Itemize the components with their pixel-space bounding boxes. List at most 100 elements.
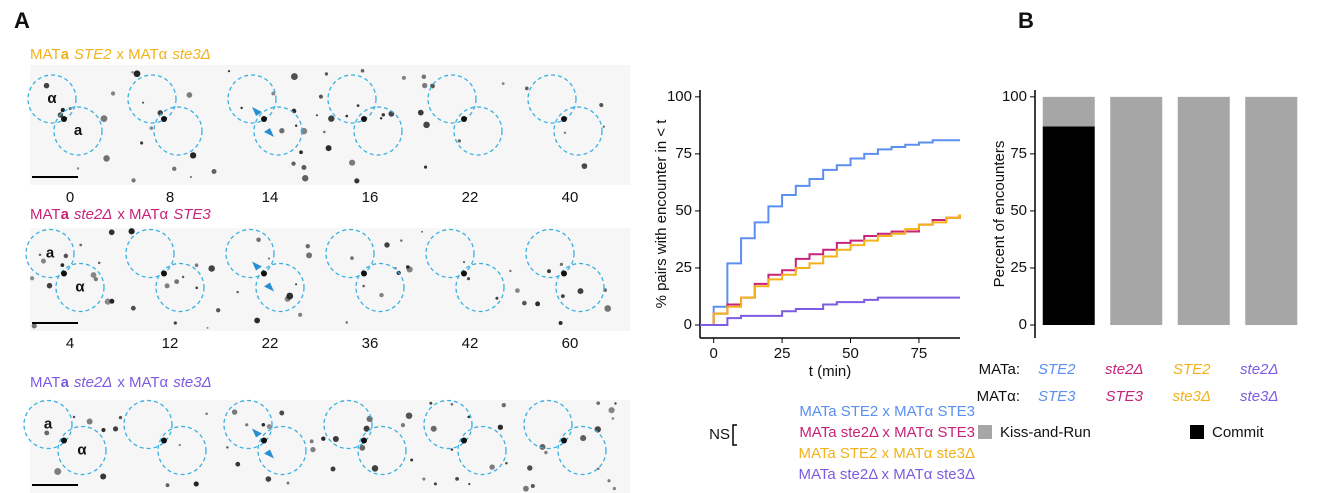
speck (306, 252, 313, 259)
cell-signal (161, 270, 167, 277)
speck (128, 228, 135, 235)
speck (279, 410, 285, 416)
cell-outline (123, 399, 173, 450)
speck (599, 102, 604, 108)
cell-outline (253, 106, 303, 156)
cell-label: α (47, 90, 57, 107)
speck (400, 239, 403, 242)
speck (38, 253, 42, 257)
speck (63, 253, 69, 259)
speck (90, 272, 97, 278)
speck (450, 448, 454, 451)
cell-label: a (46, 244, 55, 261)
speck (596, 401, 600, 405)
speck (295, 283, 298, 286)
speck (294, 124, 298, 127)
speck (379, 117, 383, 120)
y-tick-label: 25 (675, 259, 692, 276)
speck (172, 166, 177, 171)
cell-signal (461, 270, 467, 277)
speck (608, 407, 615, 414)
cell-signal (461, 116, 467, 122)
time-label: 36 (362, 335, 379, 352)
speck (581, 163, 588, 169)
speck (60, 263, 65, 267)
speck (544, 450, 548, 455)
speck (430, 425, 437, 432)
cell-label: α (75, 278, 85, 295)
speck (349, 159, 356, 166)
cell-outline (55, 262, 105, 313)
speck (131, 71, 134, 74)
cell-outline (153, 106, 203, 156)
cell-outline (325, 228, 375, 279)
speck (291, 161, 296, 166)
speck (328, 115, 335, 122)
speck (577, 288, 584, 295)
speck (211, 168, 217, 174)
speck (174, 279, 180, 285)
speck (189, 152, 197, 159)
speck (100, 473, 107, 480)
cell-outline (127, 74, 177, 124)
cell-outline (157, 425, 207, 476)
speck (86, 418, 93, 425)
speck (379, 292, 384, 298)
y-tick-label: 0 (1019, 316, 1027, 333)
cell-signal (161, 116, 167, 122)
cell-outline (355, 262, 405, 313)
annotation: NS (709, 426, 730, 443)
title-part: STE3 (173, 206, 211, 223)
micrograph (30, 400, 630, 493)
speck (354, 178, 360, 184)
speck (558, 320, 563, 325)
y-tick-label: 75 (1010, 145, 1027, 162)
speck (318, 94, 323, 99)
speck (165, 483, 170, 488)
speck (189, 176, 192, 179)
bar-segment (1042, 126, 1095, 325)
speck (455, 476, 459, 481)
category-label: ste2Δ (1240, 361, 1278, 378)
category-label: STE3 (1038, 388, 1076, 405)
y-tick-label: 25 (1010, 259, 1027, 276)
speck (466, 277, 471, 281)
speck (497, 424, 504, 430)
speck (614, 402, 617, 405)
time-label: 8 (166, 189, 174, 206)
step-line (700, 214, 961, 326)
speck (266, 424, 272, 430)
speck (523, 485, 529, 492)
speck (79, 243, 83, 247)
speck (362, 284, 365, 288)
cell-outline (323, 399, 373, 450)
cell-signal (561, 116, 567, 122)
ns-bracket (732, 424, 737, 446)
y-tick-label: 0 (684, 316, 692, 333)
speck (467, 415, 471, 419)
legend-label: MATa STE2 x MATα STE3 (799, 403, 975, 420)
speck (130, 305, 136, 311)
time-label: 22 (462, 189, 479, 206)
speck (421, 82, 428, 89)
cell-outline (225, 228, 275, 279)
speck (429, 401, 433, 405)
time-label: 16 (362, 189, 379, 206)
x-tick-label: 0 (710, 345, 718, 362)
arrowhead (252, 261, 262, 271)
speck (330, 466, 336, 472)
speck (509, 269, 512, 273)
speck (345, 321, 348, 324)
speck (325, 145, 332, 152)
speck (400, 423, 406, 428)
cell-signal (461, 437, 467, 444)
speck (286, 481, 290, 485)
speck (206, 326, 209, 329)
cell-signal (561, 270, 567, 277)
speck (226, 446, 229, 449)
speck (563, 131, 567, 135)
speck (245, 423, 249, 427)
cell-outline (357, 425, 407, 476)
speck (515, 288, 520, 293)
speck (186, 92, 193, 98)
